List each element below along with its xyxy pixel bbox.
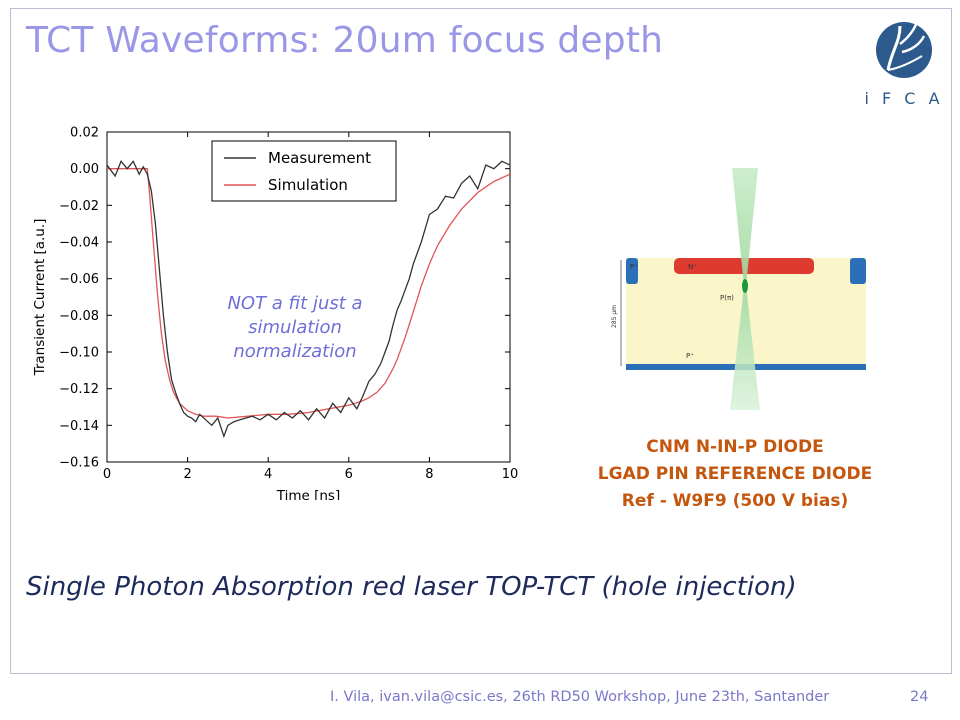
x-tick-label: 6 [345, 467, 353, 482]
x-tick-label: 2 [183, 467, 191, 482]
y-tick-label: −0.16 [59, 456, 99, 471]
page-number: 24 [910, 689, 929, 705]
legend-label-measurement: Measurement [268, 149, 371, 167]
p-plus-right [850, 258, 866, 284]
y-tick-label: −0.12 [59, 382, 99, 397]
x-tick-label: 10 [502, 467, 519, 482]
label-thickness: 285 μm [611, 305, 618, 328]
label-p-plus-bottom: P⁺ [686, 352, 694, 360]
label-n-plus: N⁺ [688, 263, 697, 271]
y-tick-label: −0.02 [59, 199, 99, 214]
footer-text: I. Vila, ivan.vila@csic.es, 26th RD50 Wo… [330, 689, 830, 705]
y-tick-label: −0.04 [59, 236, 99, 251]
slide-subtitle: Single Photon Absorption red laser TOP-T… [26, 572, 797, 602]
x-tick-label: 8 [425, 467, 433, 482]
label-p-plus-left: P⁺ [630, 263, 638, 271]
chart-svg: 0 2 4 6 8 10 0.02 0.00 −0.02 −0.04 −0.06 −0.08 −0.10… [32, 126, 519, 505]
caption-line-2: LGAD PIN REFERENCE DIODE [597, 464, 873, 484]
x-axis-label: Time [ns] [276, 488, 340, 500]
series-line-simulation [107, 168, 511, 419]
laser-focus [742, 279, 748, 293]
diode-diagram: P⁺ N⁺ P(π) P⁺ 285 μm [611, 168, 866, 410]
x-tick-label: 4 [264, 467, 272, 482]
laser-beam-top [732, 168, 758, 286]
legend-label-simulation: Simulation [268, 176, 348, 194]
laser-beam-bottom [730, 286, 760, 410]
label-p-pi: P(π) [720, 294, 734, 302]
y-tick-label: −0.08 [59, 309, 99, 324]
chart: 0 2 4 6 8 10 0.02 0.00 −0.02 −0.04 −0.06 −0.08 −0.10… [28, 120, 528, 505]
series-line-measurement [106, 160, 511, 439]
ifca-logo: i F C A [866, 22, 942, 108]
x-tick-label: 0 [103, 467, 111, 482]
y-tick-label: 0.02 [70, 126, 99, 141]
caption-line-1: CNM N-IN-P DIODE [646, 437, 824, 457]
logo-text: i F C A [866, 89, 942, 108]
diode-caption: CNM N-IN-P DIODE LGAD PIN REFERENCE DIOD… [570, 434, 900, 515]
normalization-note: NOT a fit just a simulation normalizatio… [227, 293, 363, 362]
p-plus-left [626, 258, 638, 284]
y-tick-label: −0.06 [59, 272, 99, 287]
y-axis-label: Transient Current [a.u.] [32, 219, 48, 377]
y-tick-label: −0.14 [59, 419, 99, 434]
slide-title: TCT Waveforms: 20um focus depth [26, 20, 664, 61]
caption-line-3: Ref - W9F9 (500 V bias) [621, 491, 849, 511]
legend-box [211, 140, 397, 202]
y-tick-label: −0.10 [59, 346, 99, 361]
y-tick-label: 0.00 [70, 162, 99, 177]
